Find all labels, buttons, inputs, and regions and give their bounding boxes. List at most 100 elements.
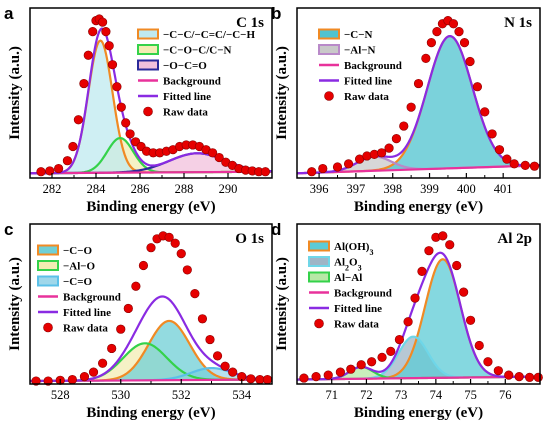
legend-label: −Al−N [344,45,376,57]
legend-label: Fitted line [334,303,382,315]
raw-data-point [452,260,462,271]
raw-data-point [31,376,41,386]
raw-data-point [212,351,223,361]
raw-data-point [421,53,431,63]
raw-data-point [384,143,394,153]
legend-label: Al(OH)3 [334,241,373,257]
raw-data-point [335,367,345,377]
raw-data-point [299,373,309,383]
raw-data-point [520,160,530,171]
x-tick-label: 534 [232,388,252,402]
y-axis-title: Intensity (a.u.) [274,46,290,140]
raw-data-point [394,334,405,345]
x-tick-label: 396 [310,182,329,196]
raw-data-point [502,154,512,164]
legend-swatch [318,44,340,55]
raw-data-point [53,163,64,174]
raw-data-point [79,371,90,382]
plot-frame [29,7,273,179]
legend-label: −C−C/−C=C/−C−H [163,29,255,41]
raw-data-point [190,289,200,299]
legend-swatch [37,260,59,271]
component-area-1 [297,259,540,380]
background-line [296,164,541,175]
raw-data-point [480,107,490,117]
legend-label: Background [344,60,402,72]
raw-data-point [112,82,122,92]
panel-letter: c [4,220,13,239]
raw-data-point [438,231,448,241]
legend-label: −Al−O [63,261,96,273]
raw-data-point [410,293,420,303]
raw-data-point [104,41,114,51]
panel-letter: b [271,4,281,23]
raw-data-point [107,60,118,70]
panel-letter: a [4,4,14,23]
raw-data-point [43,376,53,386]
raw-data-point [403,317,413,327]
legend-label: Raw data [334,319,379,331]
fitted-line [296,251,541,381]
raw-data-point [101,27,111,37]
x-tick-label: 399 [420,182,439,196]
panel-title: Al 2p [497,231,532,247]
raw-data-point [45,166,55,176]
raw-data-point [432,27,442,37]
raw-data-point [79,78,89,89]
y-axis-title: Intensity (a.u.) [7,46,23,140]
legend-swatch [318,28,340,40]
raw-data-point [426,38,436,48]
raw-data-point [116,102,126,112]
raw-data-point [386,346,396,357]
raw-data-point [533,372,543,382]
raw-data-point [417,266,427,277]
raw-data-point [197,314,208,324]
raw-data-point [170,238,180,248]
raw-data-point [343,159,354,169]
raw-data-point [504,370,514,380]
component-area-1 [30,320,272,382]
raw-data-point [262,374,273,385]
raw-data-point [356,360,366,370]
raw-data-point [214,152,224,163]
legend-label: −O−C=O [163,60,207,72]
legend-label: Background [334,288,392,300]
legend-swatch [137,28,159,40]
raw-data-point [311,371,321,382]
legend: −C−N −Al−N Background Fitted line Raw data [318,28,402,103]
legend-label: −C−N [344,29,372,41]
component-area-3 [30,153,272,174]
legend-swatch [37,244,59,256]
x-tick-label: 286 [131,182,150,196]
x-axis-title: Binding energy (eV) [86,199,215,215]
raw-data-point [208,148,218,158]
raw-data-point [176,249,186,259]
x-tick-label: 401 [494,182,513,196]
legend-swatch [137,59,159,71]
panel-d: 71 72 73 74 75 76 Binding energy (eV) Intensity… [271,220,543,421]
x-tick-label: 72 [360,388,373,402]
x-axis-title: Binding energy (eV) [354,405,483,421]
plot-frame [296,7,541,179]
y-axis-title: Intensity (a.u.) [274,257,290,351]
raw-data-point [36,167,46,177]
legend-marker [143,106,153,117]
panel-c: 528 530 532 534 Binding energy (eV) Intensity… [4,220,273,421]
raw-data-point [88,27,98,37]
legend-label: Al−Al [334,272,362,284]
component-area-2 [297,156,540,174]
panel-letter: d [271,220,281,239]
legend: −C−C/−C=C/−C−H −C−O−C/C−N −O−C=O Background… [137,28,255,119]
raw-data-point [107,343,117,354]
raw-data-point [228,367,238,377]
raw-data-point [406,102,416,112]
x-tick-label: 282 [43,182,62,196]
raw-data-point [246,374,256,384]
raw-data-point [97,17,108,27]
legend-label: Background [63,292,121,304]
raw-data-point [367,357,377,367]
legend-label: Fitted line [344,76,392,88]
component-area-1 [30,40,272,174]
x-tick-label: 284 [87,182,107,196]
panel-a: 282 284 286 288 290 Binding energy (eV) Intens… [4,4,273,215]
